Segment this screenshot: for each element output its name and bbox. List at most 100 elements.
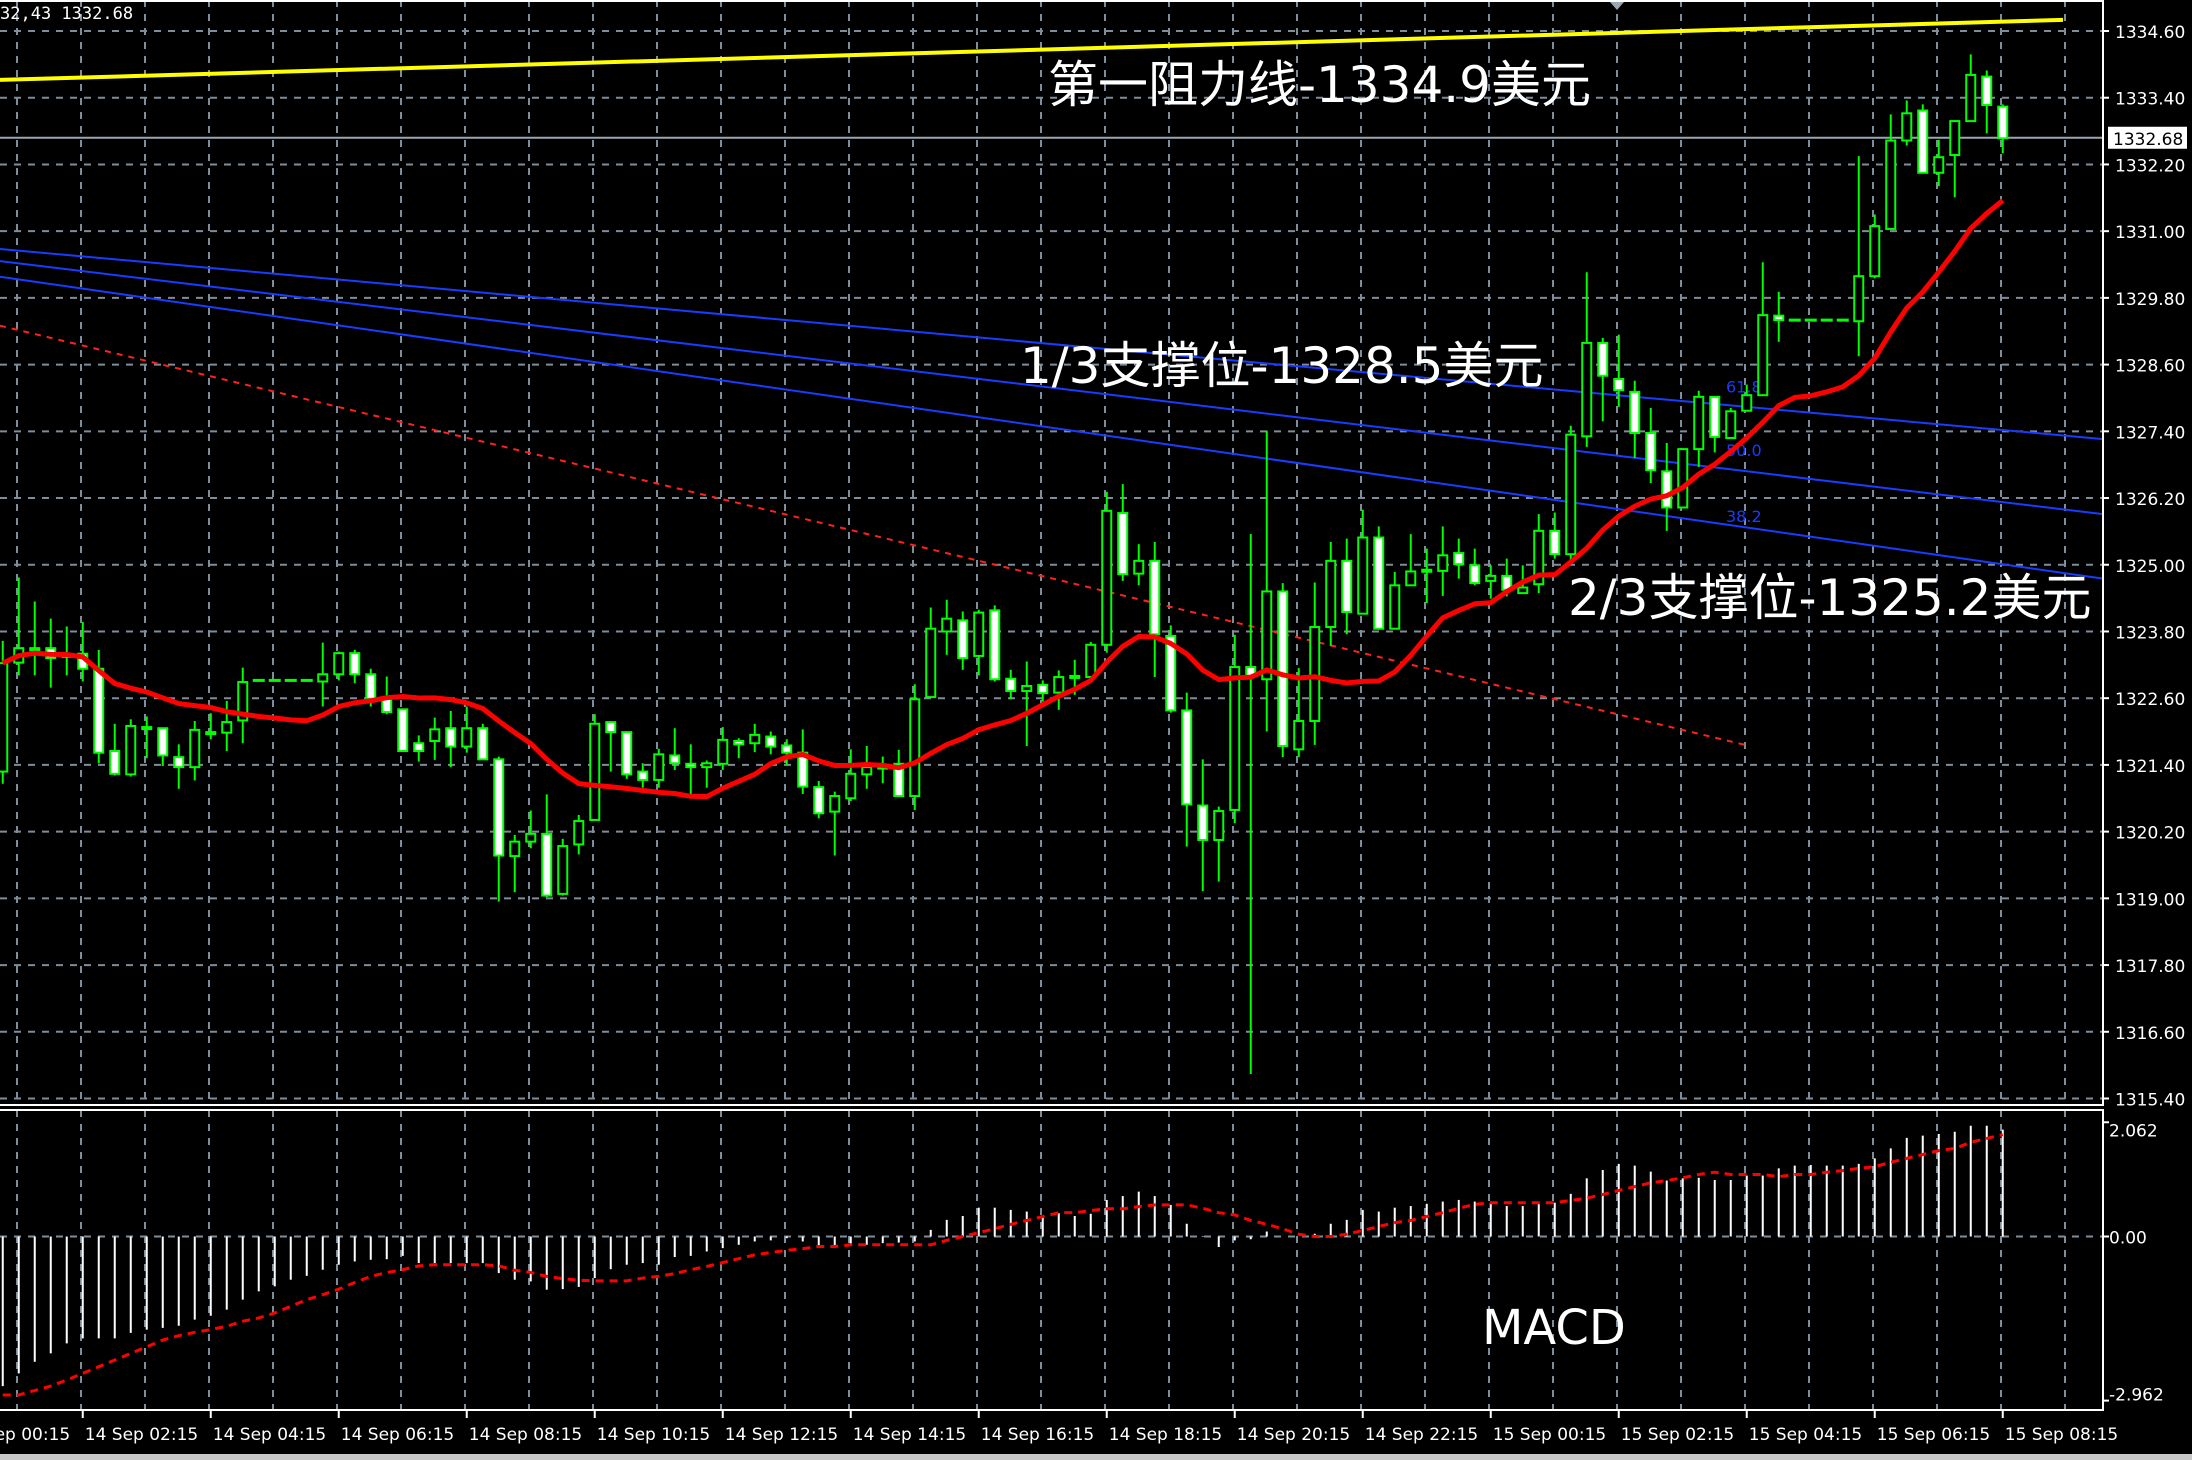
bottom-border — [0, 1454, 2192, 1460]
candle-body-bullish — [1437, 554, 1449, 572]
candle — [1469, 548, 1481, 586]
time-axis-label: 15 Sep 04:15 — [1749, 1425, 1862, 1445]
price-axis-label: 1315.40 — [2115, 1091, 2185, 1111]
candle-body-bearish — [957, 619, 969, 660]
candle — [1005, 669, 1017, 700]
candle — [1453, 538, 1465, 579]
candle — [573, 814, 585, 855]
time-axis[interactable]: 14 Sep 00:15 14 Sep 02:15 14 Sep 04:15 14 S… — [0, 1410, 2118, 1445]
candle — [1149, 541, 1161, 678]
macd-axis-label: -2.962 — [2109, 1386, 2164, 1406]
price-axis-label: 1333.40 — [2115, 90, 2185, 110]
price-axis-label: 1334.60 — [2115, 23, 2185, 43]
candle — [1309, 582, 1321, 745]
candle-body-bearish — [1037, 683, 1049, 695]
candle-body-bullish — [861, 766, 873, 776]
candle-body-bullish — [0, 662, 9, 773]
candle — [685, 744, 697, 795]
time-axis-label: 14 Sep 10:15 — [597, 1425, 710, 1445]
candle-body-bearish — [1997, 105, 2009, 140]
candle-body-bearish — [1645, 431, 1657, 472]
price-axis-label: 1319.00 — [2115, 890, 2185, 910]
candle-body-bullish — [1357, 536, 1369, 615]
candle-body-bullish — [557, 845, 569, 895]
candle-body-bearish — [1117, 512, 1129, 576]
candle — [1581, 272, 1593, 447]
moving-average-line — [1, 198, 2005, 800]
candle — [877, 756, 889, 784]
candle — [29, 601, 41, 676]
candle — [1277, 583, 1289, 758]
candle-body-bearish — [93, 667, 105, 754]
price-axis[interactable]: 1334.60 1333.40 1332.20 1331.00 1329.80 1328.… — [2103, 23, 2185, 1111]
candle-body-bullish — [941, 617, 953, 633]
candle — [1421, 548, 1433, 604]
price-axis-label: 1320.20 — [2115, 824, 2185, 844]
time-axis-label: 14 Sep 22:15 — [1365, 1425, 1478, 1445]
candle — [1053, 670, 1065, 710]
price-axis-label: 1321.40 — [2115, 757, 2185, 777]
candle-body-bullish — [973, 611, 985, 657]
candle-body-bullish — [1309, 626, 1321, 722]
candle — [829, 791, 841, 856]
candle — [317, 642, 329, 707]
candle — [413, 735, 425, 762]
time-axis-label: 14 Sep 12:15 — [725, 1425, 838, 1445]
candle-body-bearish — [1469, 564, 1481, 585]
candle — [1757, 262, 1769, 397]
candle-body-bullish — [1021, 684, 1033, 692]
macd-signal-line — [2, 1133, 2004, 1397]
candle-body-bullish — [573, 820, 585, 846]
candle-body-bullish — [829, 795, 841, 813]
candle-body-bearish — [1165, 634, 1177, 712]
candle-body-bullish — [509, 840, 521, 858]
candle — [893, 749, 905, 798]
candle-body-bearish — [1149, 559, 1161, 636]
candle-body-bullish — [1085, 643, 1097, 679]
candle-body-bullish — [1757, 314, 1769, 397]
candle-body-bullish — [1069, 674, 1081, 679]
candle — [333, 651, 345, 681]
candle-body-bearish — [1373, 536, 1385, 630]
candle-body-bullish — [653, 753, 665, 781]
candle — [13, 577, 25, 676]
time-axis-label: 15 Sep 06:15 — [1877, 1425, 1990, 1445]
candle-body-bearish — [1549, 529, 1561, 556]
candle-body-bearish — [1709, 395, 1721, 438]
candle-body-bullish — [1325, 559, 1337, 629]
fib-line-lower — [0, 275, 2103, 580]
candle-body-bullish — [1677, 448, 1689, 509]
candle — [237, 667, 249, 744]
time-axis-label: 14 Sep 14:15 — [853, 1425, 966, 1445]
candle — [1037, 680, 1049, 702]
candle — [1165, 625, 1177, 713]
candle — [1405, 534, 1417, 587]
candle-body-bearish — [413, 742, 425, 753]
candle-body-bullish — [717, 738, 729, 765]
candle — [1613, 334, 1625, 407]
price-axis-label: 1332.20 — [2115, 156, 2185, 176]
candle-body-bullish — [29, 647, 41, 652]
macd-axis-label: 0.00 — [2109, 1229, 2147, 1249]
candle-body-bullish — [1901, 112, 1913, 142]
resistance-annotation: 第一阻力线-1334.9美元 — [1048, 56, 1591, 114]
candle — [1021, 661, 1033, 747]
time-axis-label: 14 Sep 16:15 — [981, 1425, 1094, 1445]
candle-body-bullish — [1053, 676, 1065, 694]
chart-shift-marker[interactable] — [1610, 2, 1624, 10]
candle-body-bearish — [669, 754, 681, 765]
candle — [1853, 156, 1865, 357]
time-axis-label: 14 Sep 06:15 — [341, 1425, 454, 1445]
candle — [1325, 541, 1337, 646]
candle — [109, 723, 121, 776]
price-axis-label: 1328.60 — [2115, 357, 2185, 377]
candle-body-bullish — [1885, 139, 1897, 230]
candle-body-bullish — [1517, 586, 1529, 595]
candle — [1693, 390, 1705, 467]
time-axis-label: 14 Sep 18:15 — [1109, 1425, 1222, 1445]
support-1-3-annotation: 1/3支撑位-1328.5美元 — [1020, 337, 1544, 395]
candle — [445, 710, 457, 768]
candle — [989, 605, 1001, 682]
candle — [1373, 526, 1385, 630]
